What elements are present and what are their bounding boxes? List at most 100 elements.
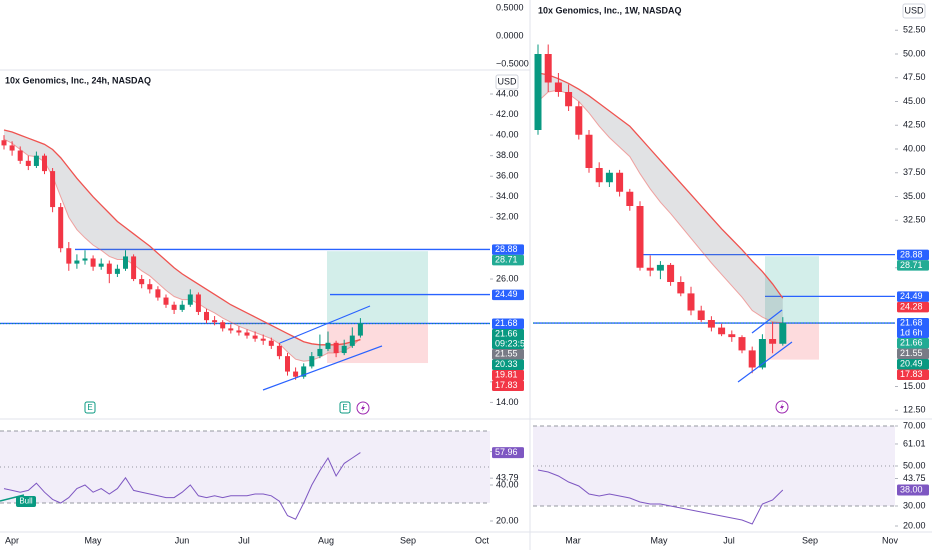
x-tick-label: Oct: [475, 535, 490, 545]
y-tick-label: 32.50: [903, 215, 926, 225]
candle-body: [636, 206, 644, 268]
y-tick-label: 14.00: [496, 397, 519, 407]
candle-body: [25, 160, 31, 166]
y-tick-label: 40.00: [903, 143, 926, 153]
position-profit: [327, 251, 428, 324]
chart-title: 10x Genomics, Inc., 24h, NASDAQ: [5, 75, 151, 85]
candle-body: [646, 267, 654, 271]
y-tick-label: 40.00: [496, 479, 519, 489]
candle-body: [565, 92, 573, 107]
ema-slow-line: [537, 72, 784, 299]
trend-line: [262, 345, 383, 391]
price-badge: [897, 359, 929, 370]
x-tick-label: Sep: [802, 535, 818, 545]
candle-body: [534, 54, 542, 130]
y-tick-label: 30.00: [903, 500, 926, 510]
y-tick-label: 50.00: [903, 460, 926, 470]
chart-title: 10x Genomics, Inc., 1W, NASDAQ: [538, 5, 682, 15]
price-badge-label: 21.66: [900, 338, 923, 348]
currency-label: USD: [497, 76, 517, 86]
candle-body: [179, 304, 185, 310]
y-tick-label: 15.00: [903, 381, 926, 391]
y-tick-label: 35.00: [903, 191, 926, 201]
price-badge: [492, 380, 524, 391]
candle-body: [106, 263, 112, 274]
currency-button[interactable]: [902, 3, 926, 19]
candle-body: [697, 310, 705, 320]
position-profit: [765, 256, 819, 324]
price-badge: [492, 289, 524, 301]
y-tick-label: 40.00: [496, 129, 519, 139]
candle-body: [33, 155, 39, 166]
rsi-badge: [897, 484, 929, 496]
price-badge: [897, 338, 929, 349]
event-bolt: [361, 404, 365, 412]
candle-body: [147, 284, 153, 290]
candle-body: [626, 191, 634, 206]
candle-body: [66, 248, 72, 264]
price-badge-label: 21.55: [495, 349, 518, 359]
y-tick-label: 32.00: [496, 212, 519, 222]
rsi-line: [3, 452, 361, 520]
bull-badge: [16, 496, 36, 507]
candle-body: [50, 171, 56, 208]
price-badge: [492, 359, 524, 370]
earnings-label: E: [342, 403, 347, 412]
candle-body: [195, 294, 201, 312]
price-badge: [897, 291, 929, 302]
candle-body: [139, 279, 145, 285]
candle-body: [325, 342, 331, 349]
candle-body: [595, 168, 603, 183]
price-badge-label: 21.68: [495, 318, 518, 328]
candle-body: [585, 134, 593, 168]
candle-body: [90, 258, 96, 267]
y-tick-label: 20.00: [903, 520, 926, 530]
candle-body: [17, 150, 23, 161]
price-badge-label: 28.88: [900, 249, 923, 259]
price-badge: [897, 260, 929, 271]
y-tick-label: 52.50: [903, 25, 926, 35]
ema-slow-line: [3, 129, 361, 346]
candle-body: [769, 339, 777, 344]
price-badge-label: 17.83: [900, 369, 923, 379]
y-tick-label: 42.50: [903, 120, 926, 130]
candle-body: [317, 348, 323, 357]
position-loss: [327, 323, 428, 364]
candle-body: [293, 371, 299, 377]
countdown-label: 1d 6h: [900, 327, 923, 337]
price-badge-label: 24.49: [900, 291, 923, 301]
candle-body: [605, 172, 613, 183]
price-badge-label: 21.68: [900, 318, 923, 328]
candle-body: [171, 304, 177, 310]
price-badge: [492, 328, 524, 349]
ema-band: [4, 129, 361, 362]
x-tick-label: Jul: [238, 535, 250, 545]
trend-line: [737, 341, 793, 383]
price-badge: [897, 348, 929, 360]
x-tick-label: May: [84, 535, 102, 545]
candle-body: [309, 356, 315, 367]
candle-body: [260, 338, 266, 341]
price-badge-label: 17.83: [495, 380, 518, 390]
currency-button[interactable]: [495, 74, 519, 90]
candle-body: [187, 294, 193, 305]
y-tick-label: 0.0000: [496, 30, 524, 40]
candle-body: [748, 350, 756, 368]
candle-body: [687, 293, 695, 311]
candle-body: [9, 145, 15, 151]
event-bolt: [780, 403, 784, 411]
ema-band: [538, 73, 783, 323]
price-badge: [492, 369, 524, 381]
x-tick-label: Nov: [882, 535, 899, 545]
trend-line: [279, 305, 371, 344]
candle-body: [341, 345, 347, 354]
y-tick-label: 38.00: [496, 150, 519, 160]
price-pane: [533, 44, 895, 383]
candle-body: [155, 289, 161, 298]
price-badge-label: 28.71: [495, 255, 518, 265]
y-tick-label: 44.00: [496, 88, 519, 98]
y-tick-label: 47.50: [903, 72, 926, 82]
x-tick-label: Mar: [565, 535, 581, 545]
candle-body: [42, 155, 47, 172]
